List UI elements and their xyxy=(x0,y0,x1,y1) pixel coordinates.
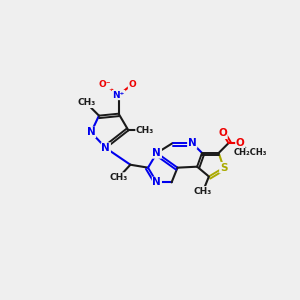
Text: O: O xyxy=(218,128,227,138)
Text: CH₃: CH₃ xyxy=(110,173,128,182)
Text: N⁺: N⁺ xyxy=(112,91,125,100)
Text: N: N xyxy=(101,143,110,153)
Text: CH₃: CH₃ xyxy=(136,126,154,135)
Text: S: S xyxy=(220,163,227,173)
Text: O: O xyxy=(128,80,136,89)
Text: N: N xyxy=(152,177,161,188)
Text: N: N xyxy=(87,127,95,137)
Text: O: O xyxy=(236,138,245,148)
Text: CH₃: CH₃ xyxy=(194,187,212,196)
Text: N: N xyxy=(152,148,161,158)
Text: O⁻: O⁻ xyxy=(99,80,111,89)
Text: N: N xyxy=(188,138,197,148)
Text: CH₃: CH₃ xyxy=(77,98,95,107)
Text: CH₂CH₃: CH₂CH₃ xyxy=(233,148,267,158)
